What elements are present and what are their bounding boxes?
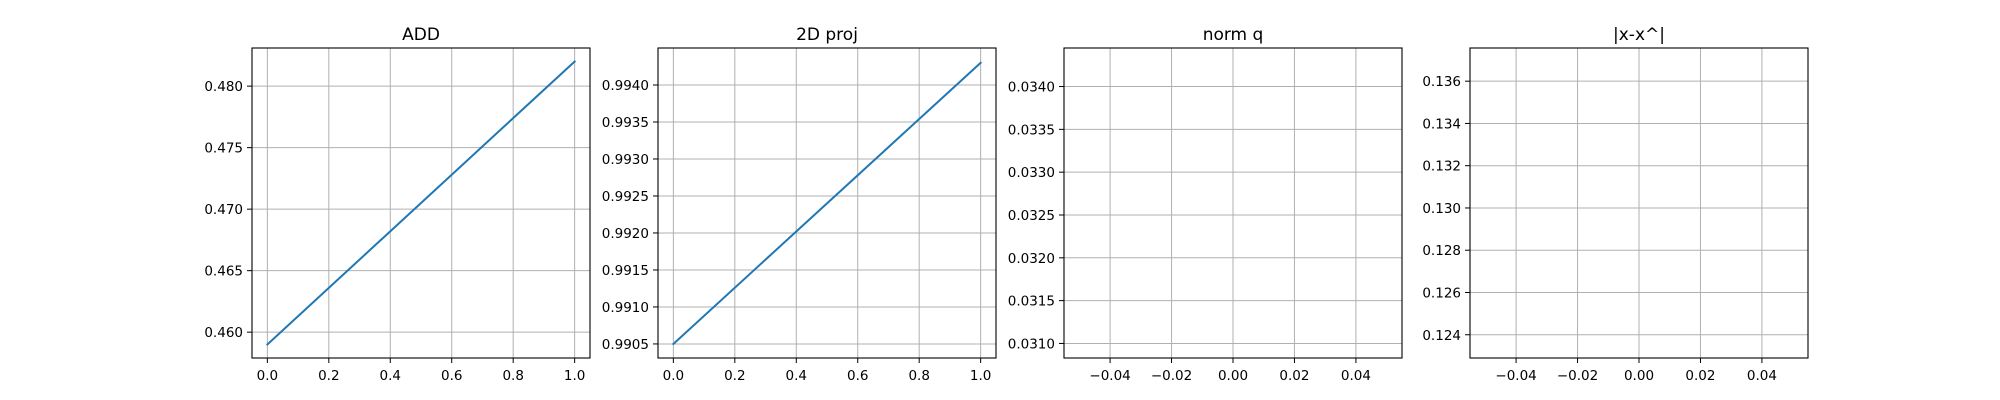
- x-tick-label: 0.2: [724, 368, 745, 384]
- chart-title: 2D proj: [796, 25, 858, 45]
- y-tick-label: 0.470: [204, 202, 243, 218]
- x-tick-label: −0.04: [1089, 368, 1130, 384]
- x-tick-label: 1.0: [970, 368, 991, 384]
- x-tick-label: 0.04: [1747, 368, 1777, 384]
- y-tick-label: 0.136: [1422, 74, 1461, 90]
- x-tick-label: 0.2: [318, 368, 339, 384]
- chart-panel-1: 0.0 0.2 0.4 0.6 0.8 1.0 0.460 0.465 0.470 0.475 0.…: [204, 25, 591, 384]
- y-tick-label: 0.0315: [1008, 294, 1055, 310]
- x-tick-label: 0.02: [1685, 368, 1715, 384]
- y-tick-label: 0.128: [1422, 243, 1461, 259]
- x-tick-label: 0.0: [257, 368, 278, 384]
- x-tick-label: 1.0: [564, 368, 585, 384]
- y-tick-label: 0.124: [1422, 328, 1461, 344]
- series-line: [265, 60, 577, 346]
- y-tick-label: 0.9915: [602, 263, 649, 279]
- y-tick-label: 0.0320: [1008, 251, 1055, 267]
- x-tick-label: 0.6: [441, 368, 462, 384]
- axes-frame: [251, 47, 591, 359]
- x-tick-label: 0.02: [1279, 368, 1309, 384]
- x-tick-label: 0.8: [908, 368, 929, 384]
- y-tick-label: 0.0325: [1008, 208, 1055, 224]
- y-tick-label: 0.9930: [602, 152, 649, 168]
- y-tick-label: 0.465: [204, 264, 243, 280]
- x-tick-label: 0.6: [847, 368, 868, 384]
- y-tick-label: 0.134: [1422, 116, 1461, 132]
- x-tick-label: 0.0: [663, 368, 684, 384]
- x-tick-label: −0.02: [1557, 368, 1598, 384]
- x-tick-label: 0.4: [786, 368, 807, 384]
- y-tick-label: 0.475: [204, 141, 243, 157]
- y-tick-label: 0.130: [1422, 201, 1461, 217]
- y-tick-label: 0.9935: [602, 115, 649, 131]
- chart-title: |x-x^|: [1613, 25, 1665, 45]
- y-tick-label: 0.480: [204, 79, 243, 95]
- y-tick-label: 0.132: [1422, 159, 1461, 175]
- y-tick-label: 0.0335: [1008, 122, 1055, 138]
- y-tick-label: 0.460: [204, 325, 243, 341]
- y-tick-label: 0.9905: [602, 337, 649, 353]
- x-tick-label: −0.02: [1151, 368, 1192, 384]
- y-tick-label: 0.9920: [602, 226, 649, 242]
- chart-title: norm q: [1203, 25, 1264, 45]
- x-tick-label: 0.00: [1624, 368, 1654, 384]
- x-tick-label: 0.8: [502, 368, 523, 384]
- chart-panel-4: −0.04 −0.02 0.00 0.02 0.04 0.124 0.126 0.128 0.1…: [1422, 25, 1809, 384]
- x-tick-label: 0.04: [1341, 368, 1371, 384]
- y-tick-label: 0.0310: [1008, 336, 1055, 352]
- series-line: [671, 61, 983, 346]
- y-tick-label: 0.126: [1422, 285, 1461, 301]
- y-tick-label: 0.0330: [1008, 165, 1055, 181]
- y-tick-label: 0.0340: [1008, 80, 1055, 96]
- x-tick-label: −0.04: [1495, 368, 1536, 384]
- y-tick-label: 0.9925: [602, 189, 649, 205]
- axes-frame: [657, 47, 997, 359]
- y-tick-label: 0.9940: [602, 78, 649, 94]
- x-tick-label: 0.4: [380, 368, 401, 384]
- chart-panel-3: −0.04 −0.02 0.00 0.02 0.04 0.0310 0.0315 0.0320…: [1008, 25, 1403, 384]
- chart-title: ADD: [402, 25, 440, 45]
- x-tick-label: 0.00: [1218, 368, 1248, 384]
- y-tick-label: 0.9910: [602, 300, 649, 316]
- chart-panel-2: 0.0 0.2 0.4 0.6 0.8 1.0 0.9905 0.9910 0.9915 0.99…: [602, 25, 997, 384]
